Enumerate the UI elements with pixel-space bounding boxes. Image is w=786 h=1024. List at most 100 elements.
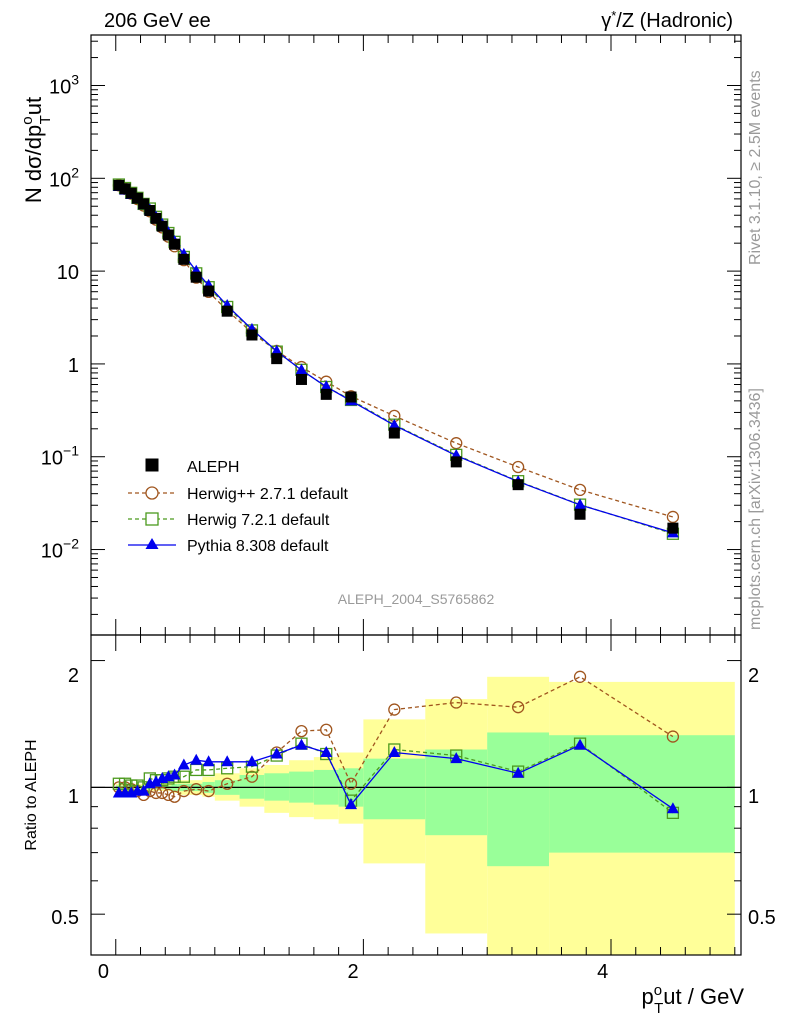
ratio-y-tick-labels: 0.5 1 2 0.5 1 2 [51, 665, 776, 929]
axis-ticks [90, 35, 741, 956]
ratio-point-herwigpp [245, 770, 259, 783]
ratio-point-pythia [450, 752, 463, 764]
main-point-aleph [388, 427, 400, 439]
energy-label: 206 GeV ee [104, 10, 211, 32]
main-point-pythia [574, 498, 587, 510]
ratio-line-herwigpp [118, 676, 674, 798]
legend-label-herwigpp: Herwig++ 2.7.1 default [187, 486, 349, 503]
ratio-point-pythia [345, 798, 357, 810]
main-y-tick-label: 10 [57, 262, 79, 284]
y-axis-title-ratio: Ratio to ALEPH [23, 739, 40, 850]
ratio-point-pythia [190, 753, 203, 765]
main-point-aleph [131, 192, 143, 204]
legend-label-pythia: Pythia 8.308 default [187, 538, 329, 555]
main-point-aleph [178, 253, 190, 265]
main-panel-series [112, 178, 680, 540]
main-point-aleph [345, 391, 357, 403]
legend-marker-herwig7 [145, 512, 159, 526]
y-axis-title-main: N dσ/dpoTut [19, 97, 54, 203]
main-line-pythia [118, 185, 674, 534]
legend-marker-pythia [145, 538, 159, 549]
main-point-aleph [156, 220, 168, 232]
main-point-aleph [113, 179, 125, 191]
main-point-pythia [320, 380, 333, 392]
main-y-tick-label: 1 [68, 355, 79, 377]
main-point-aleph [203, 285, 215, 297]
main-point-pythia [270, 344, 283, 356]
main-point-aleph [450, 456, 462, 468]
ratio-point-pythia [320, 746, 333, 758]
tick-base: 10 [41, 541, 63, 563]
main-point-aleph [150, 212, 162, 224]
main-point-aleph [169, 238, 181, 250]
ratio-point-herwigpp [344, 777, 358, 790]
main-line-herwig7 [118, 183, 674, 535]
band-inner [363, 758, 426, 820]
main-point-aleph [119, 183, 131, 195]
x-axis-title: po Tut / GeV [642, 982, 745, 1017]
legend-marker-aleph [145, 458, 159, 472]
main-y-tick-label: 10−1 [41, 443, 79, 470]
ratio-point-herwigpp [295, 724, 308, 738]
ratio-point-herwigpp [666, 730, 680, 743]
tick-exponent: 2 [71, 164, 79, 180]
main-y-tick-label: 103 [49, 71, 79, 98]
ratio-point-pythia [168, 768, 181, 780]
main-point-aleph [125, 187, 137, 199]
ratio-point-pythia [388, 746, 401, 758]
main-point-herwigpp [511, 460, 525, 474]
tick-exponent: −2 [63, 536, 79, 552]
ratio-point-pythia [270, 747, 283, 759]
ratio-point-pythia [512, 766, 525, 778]
x-tick-label: 2 [347, 961, 358, 983]
main-point-aleph [320, 388, 332, 400]
tick-base: 10 [49, 169, 71, 191]
process-label: γ*/Z (Hadronic) [601, 8, 733, 32]
ratio-point-pythia [137, 784, 150, 796]
main-point-aleph [190, 271, 202, 283]
analysis-label: ALEPH_2004_S5765862 [338, 591, 495, 607]
ratio-tick-label: 0.5 [51, 907, 79, 929]
main-point-aleph [246, 329, 258, 341]
ratio-point-herwigpp [202, 784, 215, 798]
main-point-aleph [144, 204, 156, 216]
x-tick-label: 0 [98, 961, 109, 983]
main-point-aleph [271, 353, 283, 365]
main-point-aleph [221, 305, 233, 317]
legend-label-herwig7: Herwig 7.2.1 default [187, 512, 330, 529]
ratio-point-herwigpp [168, 790, 181, 803]
x-tick-label: 4 [597, 961, 608, 983]
ratio-point-herwigpp [177, 784, 191, 798]
main-y-tick-label: 102 [49, 164, 79, 191]
ratio-tick-label-right: 0.5 [748, 907, 776, 929]
ratio-point-herwigpp [388, 703, 401, 716]
ratio-point-herwigpp [511, 701, 525, 714]
uncertainty-bands [91, 676, 741, 955]
main-point-aleph [162, 229, 174, 241]
tick-base: 10 [49, 76, 71, 98]
tick-base: 10 [41, 448, 63, 470]
ratio-point-herwigpp [156, 786, 169, 800]
main-point-pythia [295, 363, 308, 375]
tick-exponent: 3 [71, 71, 79, 87]
main-y-tick-label: 10−2 [41, 536, 79, 563]
ratio-point-pythia [295, 738, 308, 750]
ratio-point-herwigpp [450, 696, 463, 709]
tick-exponent: −1 [63, 443, 79, 459]
main-point-herwigpp [666, 510, 680, 524]
main-point-aleph [512, 479, 524, 491]
ratio-point-pythia [202, 755, 215, 767]
main-point-pythia [388, 418, 401, 430]
mcplots-label: mcplots.cern.ch [arXiv:1306.3436] [747, 388, 764, 630]
ratio-point-pythia [150, 775, 162, 787]
ratio-tick-label-right: 2 [748, 665, 759, 687]
ratio-tick-label: 2 [68, 665, 79, 687]
band-inner [611, 735, 735, 853]
ratio-point-herwigpp [573, 670, 587, 683]
ratio-frame [90, 634, 742, 956]
legend: ALEPH Herwig++ 2.7.1 default Herwig 7.2.… [128, 458, 349, 555]
ratio-point-pythia [245, 755, 258, 767]
ratio-point-herwigpp [190, 783, 203, 796]
